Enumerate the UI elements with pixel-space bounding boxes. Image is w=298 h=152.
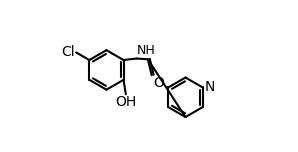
- Text: NH: NH: [137, 44, 156, 57]
- Text: Cl: Cl: [61, 45, 74, 59]
- Text: O: O: [153, 76, 164, 90]
- Text: OH: OH: [115, 95, 136, 109]
- Text: N: N: [204, 80, 215, 94]
